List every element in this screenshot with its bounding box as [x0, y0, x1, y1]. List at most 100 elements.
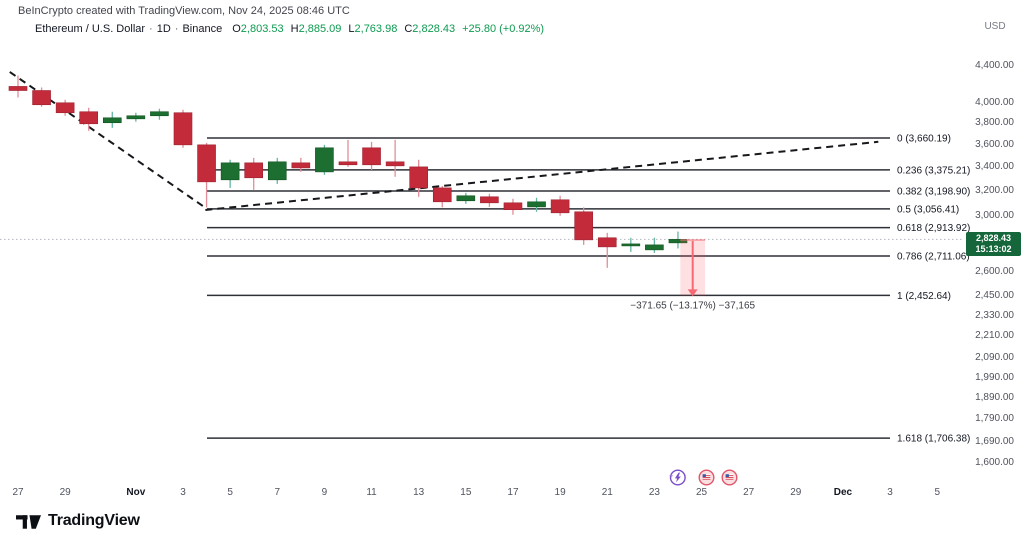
fib-level-label-1.618: 1.618 (1,706.38) [897, 434, 970, 445]
candle-body-nov-20 [574, 211, 593, 241]
candle-body-nov-4 [197, 144, 216, 183]
symbol-legend[interactable]: Ethereum / U.S. Dollar · 1D · Binance O2… [35, 23, 544, 35]
price-tick-3600: 3,600.00 [975, 138, 1014, 150]
time-tick-3: 3 [180, 487, 186, 498]
candle-body-nov-22 [621, 243, 641, 247]
time-tick-dec: Dec [833, 487, 853, 498]
badge-countdown: 15:13:02 [975, 243, 1012, 254]
current-price-badge: 2,828.43 15:13:02 [966, 231, 1021, 256]
candle-body-nov-21 [597, 237, 617, 248]
fib-level-label-0.5: 0.5 (3,056.41) [897, 204, 959, 215]
price-chart-canvas[interactable]: 0 (3,660.19) 0.236 (3,375.21) 0.382 (3,198… [0, 0, 1024, 505]
candle-body-nov-16 [480, 196, 499, 204]
candle-body-nov-17 [503, 202, 523, 211]
price-tick-3000: 3,000.00 [975, 210, 1014, 222]
candle-body-oct-31 [102, 117, 122, 124]
time-tick-27: 27 [743, 487, 755, 498]
low-label: L [348, 23, 355, 35]
time-tick-5: 5 [227, 487, 233, 498]
price-tick-2450: 2,450.00 [975, 289, 1014, 301]
price-tick-1690: 1,690.00 [975, 435, 1014, 447]
candle-body-nov-15 [456, 195, 476, 202]
high-value: 2,885.09 [298, 23, 342, 35]
us-flag-event-icon[interactable] [721, 469, 738, 486]
candle-body-nov-5 [220, 162, 240, 181]
time-tick-17: 17 [507, 487, 519, 498]
fib-level-label-0.618: 0.618 (2,913.92) [897, 223, 970, 234]
fib-level-label-0.236: 0.236 (3,375.21) [897, 165, 970, 176]
candle-body-nov-7 [267, 161, 287, 181]
candle-body-nov-6 [244, 162, 263, 179]
candle-body-oct-27 [8, 86, 28, 91]
candle-body-nov-13 [409, 166, 428, 189]
attribution-text: BeInCrypto created with TradingView.com,… [18, 5, 350, 17]
price-tick-3200: 3,200.00 [975, 184, 1014, 196]
candle-body-nov-23 [645, 244, 664, 251]
price-tick-2600: 2,600.00 [975, 266, 1014, 278]
price-tick-4000: 4,000.00 [975, 97, 1014, 109]
candle-body-nov-24 [668, 239, 688, 244]
time-tick-11: 11 [366, 487, 377, 498]
interval-label[interactable]: 1D [156, 23, 171, 35]
measure-label: −371.65 (−13.17%) −37,165 [630, 300, 755, 311]
trendline-2[interactable] [205, 140, 879, 211]
time-tick-29: 29 [59, 487, 71, 498]
exchange-label: Binance [182, 23, 223, 35]
price-tick-2330: 2,330.00 [975, 309, 1014, 321]
time-tick-25: 25 [695, 487, 708, 498]
candle-body-nov-12 [385, 161, 405, 167]
price-tick-3400: 3,400.00 [975, 160, 1014, 172]
time-tick-15: 15 [460, 487, 472, 498]
footer: TradingView [16, 512, 140, 530]
candle-body-nov-11 [362, 147, 381, 166]
ohlc-values: O2,803.53 H2,885.09 L2,763.98 C2,828.43 … [232, 23, 544, 35]
us-flag-event-icon[interactable] [698, 469, 715, 486]
time-tick-27: 27 [12, 487, 24, 498]
time-tick-29: 29 [790, 487, 802, 498]
badge-price: 2,828.43 [975, 232, 1012, 243]
candle-body-nov-10 [338, 161, 358, 166]
price-tick-1790: 1,790.00 [975, 413, 1014, 425]
legend-separator: · [149, 23, 153, 35]
measure-arrow-head [687, 289, 698, 297]
price-tick-1990: 1,990.00 [975, 371, 1014, 383]
time-tick-13: 13 [413, 487, 425, 498]
high-label: H [290, 23, 299, 35]
candle-body-nov-18 [527, 201, 546, 208]
price-tick-3800: 3,800.00 [975, 117, 1014, 129]
fib-level-label-0: 0 (3,660.19) [897, 134, 951, 145]
price-tick-2090: 2,090.00 [975, 352, 1014, 364]
candle-body-oct-30 [79, 111, 99, 125]
price-tick-1890: 1,890.00 [975, 391, 1014, 403]
tradingview-brand-text[interactable]: TradingView [48, 512, 140, 529]
candle-body-oct-29 [55, 102, 75, 114]
price-tick-2210: 2,210.00 [975, 330, 1014, 342]
time-tick-nov: Nov [126, 487, 146, 498]
currency-label[interactable]: USD [984, 21, 1006, 32]
tradingview-logo-icon[interactable] [16, 513, 41, 530]
legend-separator: · [174, 23, 179, 35]
open-label: O [232, 23, 241, 35]
candle-body-nov-8 [291, 162, 311, 169]
lightning-event-icon[interactable] [669, 469, 687, 486]
time-tick-5: 5 [934, 487, 940, 498]
candle-body-nov-3 [173, 112, 193, 146]
price-tick-4400: 4,400.00 [975, 59, 1014, 71]
close-value: 2,828.43 [412, 23, 456, 35]
fib-level-label-0.786: 0.786 (2,711.06) [897, 252, 970, 263]
time-tick-23: 23 [648, 487, 660, 498]
candle-body-oct-28 [32, 90, 51, 106]
symbol-title[interactable]: Ethereum / U.S. Dollar [35, 23, 146, 35]
open-value: 2,803.53 [240, 23, 284, 35]
time-tick-3: 3 [887, 487, 893, 498]
fib-level-label-0.382: 0.382 (3,198.90) [897, 186, 970, 197]
low-value: 2,763.98 [354, 23, 398, 35]
candle-body-nov-14 [432, 187, 452, 203]
time-tick-19: 19 [554, 487, 566, 498]
candle-body-nov-1 [126, 115, 146, 120]
candle-body-nov-9 [315, 147, 334, 173]
time-tick-9: 9 [321, 487, 328, 498]
candle-body-nov-19 [550, 199, 570, 214]
change-value: +25.80 (+0.92%) [462, 23, 545, 35]
